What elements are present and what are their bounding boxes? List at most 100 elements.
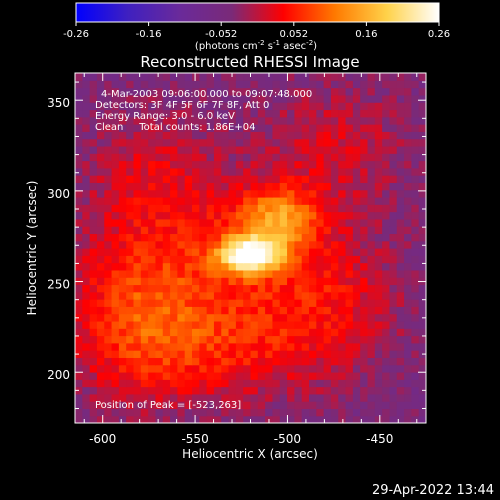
heatmap-cell	[162, 116, 171, 125]
heatmap-cell	[411, 87, 420, 96]
heatmap-cell	[126, 255, 135, 264]
heatmap-cell	[75, 328, 83, 337]
heatmap-cell	[382, 218, 391, 227]
heatmap-cell	[184, 87, 193, 96]
heatmap-cell	[338, 255, 347, 264]
heatmap-cell	[104, 211, 113, 220]
heatmap-cell	[96, 291, 105, 300]
heatmap-cell	[411, 196, 420, 205]
heatmap-cell	[389, 175, 398, 183]
heatmap-cell	[155, 255, 164, 264]
heatmap-cell	[235, 226, 244, 235]
heatmap-cell	[75, 342, 83, 351]
heatmap-cell	[140, 335, 149, 344]
heatmap-cell	[345, 386, 354, 395]
heatmap-cell	[396, 277, 405, 286]
heatmap-cell	[118, 211, 127, 220]
heatmap-cell	[133, 153, 142, 162]
heatmap-cell	[148, 269, 157, 278]
heatmap-cell	[250, 320, 259, 329]
heatmap-cell	[272, 248, 281, 256]
heatmap-cell	[265, 153, 274, 162]
heatmap-cell	[360, 116, 369, 125]
heatmap-cell	[382, 94, 391, 103]
heatmap-cell	[279, 189, 288, 198]
heatmap-cell	[118, 401, 127, 410]
heatmap-cell	[389, 255, 398, 264]
heatmap-cell	[184, 167, 193, 176]
heatmap-cell	[287, 379, 295, 388]
heatmap-cell	[235, 160, 244, 169]
heatmap-cell	[140, 226, 149, 235]
heatmap-cell	[265, 167, 274, 176]
heatmap-cell	[213, 350, 222, 358]
heatmap-cell	[213, 262, 222, 271]
heatmap-cell	[272, 299, 281, 307]
heatmap-cell	[162, 291, 171, 300]
heatmap-cell	[279, 218, 288, 227]
heatmap-cell	[140, 124, 149, 132]
heatmap-cell	[360, 350, 369, 358]
heatmap-cell	[177, 102, 186, 111]
heatmap-cell	[265, 131, 274, 140]
heatmap-cell	[367, 226, 376, 235]
heatmap-cell	[396, 211, 405, 220]
heatmap-cell	[360, 87, 369, 96]
heatmap-cell	[206, 131, 215, 140]
heatmap-cell	[75, 116, 83, 125]
heatmap-cell	[330, 320, 339, 329]
heatmap-cell	[243, 386, 252, 395]
heatmap-cell	[309, 240, 317, 249]
heatmap-cell	[170, 342, 178, 351]
heatmap-cell	[301, 233, 310, 242]
heatmap-cell	[367, 386, 376, 395]
heatmap-cell	[374, 109, 383, 118]
heatmap-cell	[418, 189, 426, 198]
heatmap-cell	[330, 379, 339, 388]
heatmap-cell	[367, 371, 376, 380]
heatmap-cell	[316, 386, 325, 395]
heatmap-cell	[118, 204, 127, 213]
heatmap-cell	[213, 364, 222, 373]
heatmap-cell	[89, 153, 98, 162]
heatmap-cell	[316, 393, 325, 402]
heatmap-cell	[96, 175, 105, 183]
heatmap-cell	[345, 364, 354, 373]
heatmap-cell	[404, 386, 412, 395]
heatmap-cell	[228, 233, 237, 242]
colorbar-ticks	[75, 22, 440, 26]
heatmap-cell	[148, 109, 157, 118]
heatmap-cell	[367, 240, 376, 249]
heatmap-cell	[228, 408, 237, 417]
heatmap-cell	[257, 211, 266, 220]
heatmap-cell	[287, 160, 295, 169]
heatmap-cell	[155, 226, 164, 235]
heatmap-cell	[301, 320, 310, 329]
heatmap-cell	[382, 320, 391, 329]
heatmap-cell	[213, 109, 222, 118]
heatmap-cell	[213, 218, 222, 227]
heatmap-cell	[206, 262, 215, 271]
heatmap-cell	[294, 160, 303, 169]
heatmap-cell	[257, 131, 266, 140]
heatmap-cell	[192, 240, 200, 249]
heatmap-cell	[345, 73, 354, 81]
heatmap-cell	[235, 182, 244, 191]
heatmap-cell	[75, 87, 83, 96]
heatmap-cell	[126, 240, 135, 249]
heatmap-cell	[389, 269, 398, 278]
heatmap-cell	[309, 116, 317, 125]
heatmap-cell	[367, 313, 376, 322]
heatmap-cell	[213, 408, 222, 417]
heatmap-cell	[133, 124, 142, 132]
heatmap-cell	[309, 357, 317, 366]
heatmap-cell	[382, 109, 391, 118]
heatmap-cell	[287, 364, 295, 373]
heatmap-cell	[199, 116, 208, 125]
heatmap-cell	[126, 313, 135, 322]
heatmap-cell	[250, 299, 259, 307]
heatmap-cell	[265, 328, 274, 337]
heatmap-cell	[352, 116, 361, 125]
heatmap-cell	[199, 73, 208, 81]
heatmap-cell	[162, 145, 171, 154]
